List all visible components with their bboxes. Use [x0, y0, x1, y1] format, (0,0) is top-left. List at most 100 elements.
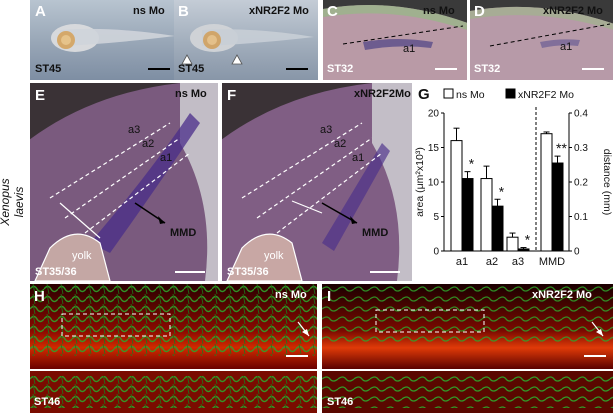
bar [551, 162, 564, 252]
zoom-box [375, 309, 485, 333]
vessel-image-h [30, 284, 317, 413]
region-label-a2: a2 [142, 138, 155, 150]
legend-label: xNR2F2 Mo [518, 89, 574, 101]
mmd-label: MMD [362, 227, 389, 239]
panel-e-stage: ST35/36 [35, 266, 77, 278]
region-label-a1: a1 [403, 43, 416, 55]
panel-h-stage: ST46 [34, 396, 61, 408]
zoom-box [61, 313, 171, 337]
panel-letter-g: G [418, 86, 430, 103]
scale-bar [175, 271, 205, 273]
panel-letter-i: I [327, 288, 332, 305]
embryo-image-d [470, 0, 613, 80]
bar [517, 248, 530, 252]
embryo-image-e [30, 83, 218, 281]
panel-f-stage: ST35/36 [227, 266, 269, 278]
panel-b: B xNR2F2 Mo ST45 [174, 0, 318, 80]
y-axis-label-right: distance (mm) [601, 149, 613, 216]
panel-f-condition: xNR2F2Mo [354, 88, 411, 100]
panel-letter-e: E [35, 87, 46, 104]
y-tick-label-right: 0.4 [574, 109, 588, 120]
panel-letter-b: B [178, 3, 189, 20]
panel-a-stage: ST45 [35, 63, 62, 75]
bar [540, 133, 553, 252]
scale-bar [286, 355, 308, 357]
panel-c: C ns Mo a1 ST32 [323, 0, 467, 80]
significance-marker: * [469, 156, 475, 172]
vessel-image-i [322, 284, 613, 413]
y-tick-label-right: 0 [574, 247, 580, 258]
scale-bar [584, 355, 606, 357]
bar [480, 178, 493, 252]
region-label-a3: a3 [320, 124, 333, 136]
panel-h-condition: ns Mo [275, 289, 307, 301]
panel-e: E ns Mo a3 a2 a1 MMD yolk ST35/36 [30, 83, 218, 281]
panel-d-condition: xNR2F2 Mo [543, 5, 603, 17]
arrowhead-icon [231, 54, 243, 65]
tadpole-image-b [181, 24, 314, 65]
scale-bar [148, 68, 170, 70]
scale-bar [370, 271, 400, 273]
species-label: Xenopus laevis [0, 178, 26, 226]
arrow-icon [302, 329, 309, 336]
y-tick-label-left: 10 [428, 178, 440, 189]
y-tick-label-left: 5 [433, 212, 439, 223]
panel-letter-h: H [34, 288, 45, 305]
panel-letter-c: C [327, 3, 338, 20]
panel-c-stage: ST32 [327, 63, 354, 75]
tadpole-image-a [51, 24, 175, 52]
scale-bar [286, 68, 308, 70]
y-tick-label-right: 0.1 [574, 212, 588, 223]
region-label-a1: a1 [160, 152, 173, 164]
mmd-label: MMD [170, 227, 197, 239]
arrow-icon [158, 216, 165, 224]
panel-i-condition: xNR2F2 Mo [532, 289, 592, 301]
y-tick-label-left: 20 [428, 109, 440, 120]
x-tick-label: a3 [512, 256, 524, 268]
y-tick-label-right: 0.3 [574, 143, 588, 154]
x-tick-label: MMD [539, 256, 565, 268]
panel-h: H ns Mo ST46 [30, 284, 317, 413]
significance-marker: * [525, 232, 531, 248]
x-tick-label: a2 [486, 256, 498, 268]
bar [461, 178, 474, 252]
panel-d-stage: ST32 [474, 63, 501, 75]
bar [450, 140, 463, 252]
arrowhead-icon [181, 54, 193, 65]
legend-swatch [505, 88, 516, 99]
region-label-a1: a1 [352, 152, 365, 164]
x-tick-label: a1 [456, 256, 468, 268]
bar [506, 236, 519, 252]
arrow-icon [596, 329, 603, 336]
scale-bar [582, 68, 604, 70]
legend-label: ns Mo [456, 89, 485, 101]
panel-letter-d: D [474, 3, 485, 20]
panel-letter-f: F [227, 87, 237, 104]
yolk-label: yolk [264, 250, 284, 262]
panel-a: A ns Mo ST45 [30, 0, 180, 80]
scale-bar [435, 68, 457, 70]
region-label-a1: a1 [560, 41, 573, 53]
y-tick-label-right: 0.2 [574, 178, 588, 189]
panel-i-stage: ST46 [327, 396, 354, 408]
legend-swatch [443, 88, 454, 99]
panel-e-condition: ns Mo [175, 88, 207, 100]
panel-c-condition: ns Mo [423, 5, 455, 17]
yolk-label: yolk [72, 250, 92, 262]
embryo-image-f [222, 83, 412, 281]
embryo-image-c [323, 0, 467, 80]
arrow-icon [350, 216, 357, 224]
y-tick-label-left: 15 [428, 143, 440, 154]
region-label-a3: a3 [128, 124, 141, 136]
panel-a-condition: ns Mo [133, 5, 165, 17]
panel-letter-a: A [35, 3, 46, 20]
panel-b-stage: ST45 [178, 63, 205, 75]
y-axis-label-left: area (μm²x10³) [414, 147, 426, 217]
significance-marker: * [499, 183, 505, 199]
panel-i: I xNR2F2 Mo ST46 [322, 284, 613, 413]
panel-d: D xNR2F2 Mo a1 ST32 [470, 0, 613, 80]
y-tick-label-left: 0 [433, 247, 439, 258]
panel-b-condition: xNR2F2 Mo [249, 5, 309, 17]
